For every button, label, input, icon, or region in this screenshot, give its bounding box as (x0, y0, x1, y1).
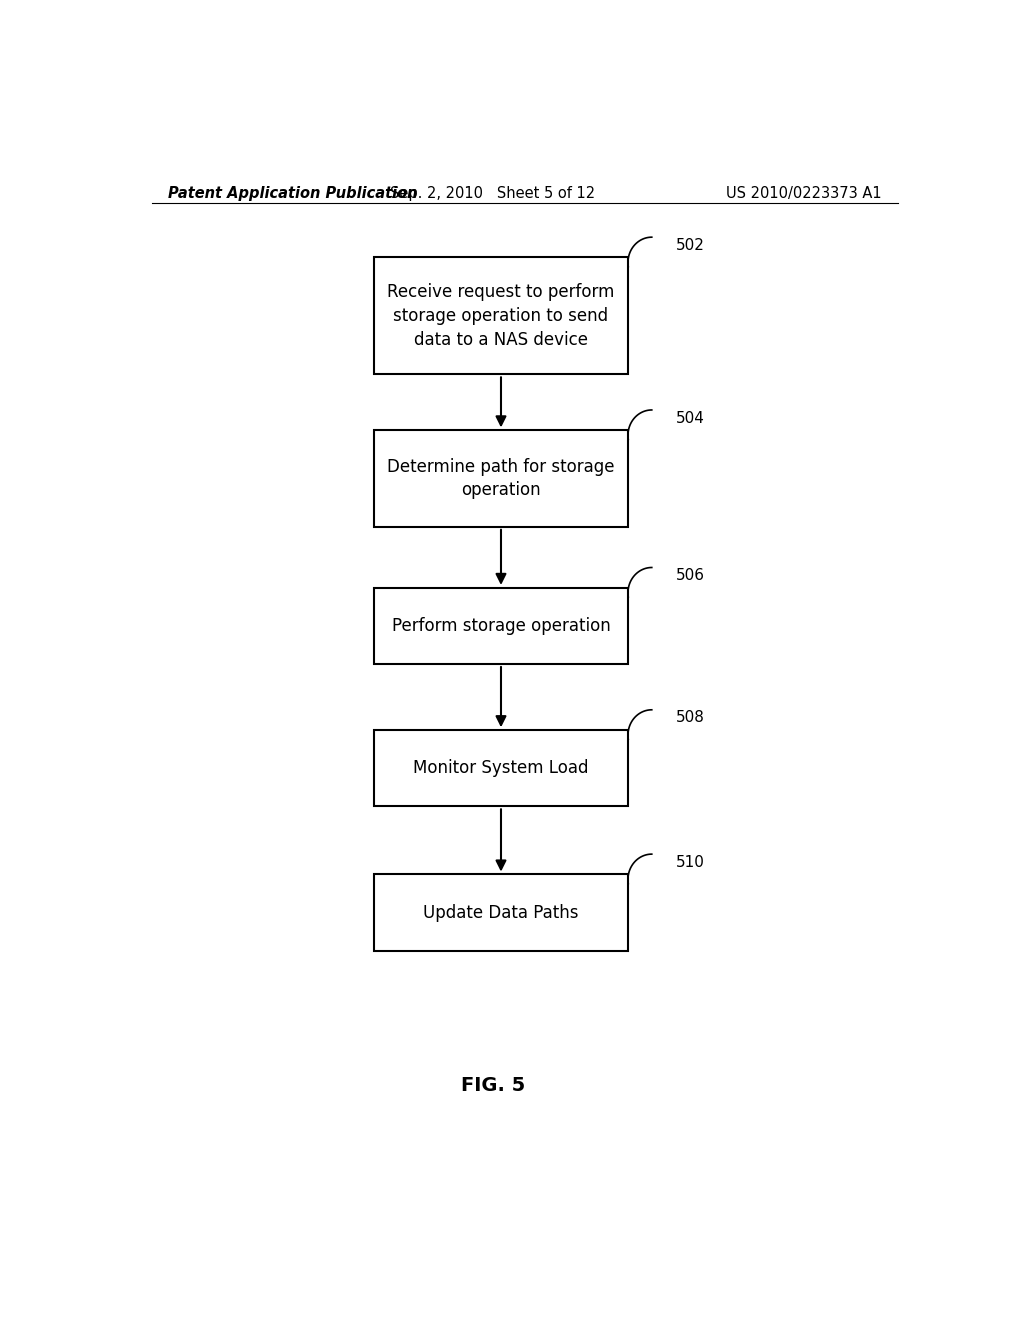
Text: 502: 502 (676, 238, 705, 253)
Text: 506: 506 (676, 568, 705, 583)
Text: Perform storage operation: Perform storage operation (391, 616, 610, 635)
Bar (374, 730, 628, 807)
Text: FIG. 5: FIG. 5 (461, 1076, 525, 1094)
Text: Determine path for storage
operation: Determine path for storage operation (387, 458, 614, 499)
Text: Update Data Paths: Update Data Paths (423, 904, 579, 921)
Text: 508: 508 (676, 710, 705, 726)
Bar (374, 430, 628, 527)
Text: Sep. 2, 2010   Sheet 5 of 12: Sep. 2, 2010 Sheet 5 of 12 (390, 186, 596, 202)
Bar (374, 874, 628, 950)
Bar (374, 257, 628, 375)
Text: Receive request to perform
storage operation to send
data to a NAS device: Receive request to perform storage opera… (387, 284, 614, 348)
Text: Patent Application Publication: Patent Application Publication (168, 186, 417, 202)
Bar (374, 587, 628, 664)
Text: 504: 504 (676, 411, 705, 425)
Text: 510: 510 (676, 855, 705, 870)
Text: US 2010/0223373 A1: US 2010/0223373 A1 (726, 186, 882, 202)
Text: Monitor System Load: Monitor System Load (414, 759, 589, 777)
